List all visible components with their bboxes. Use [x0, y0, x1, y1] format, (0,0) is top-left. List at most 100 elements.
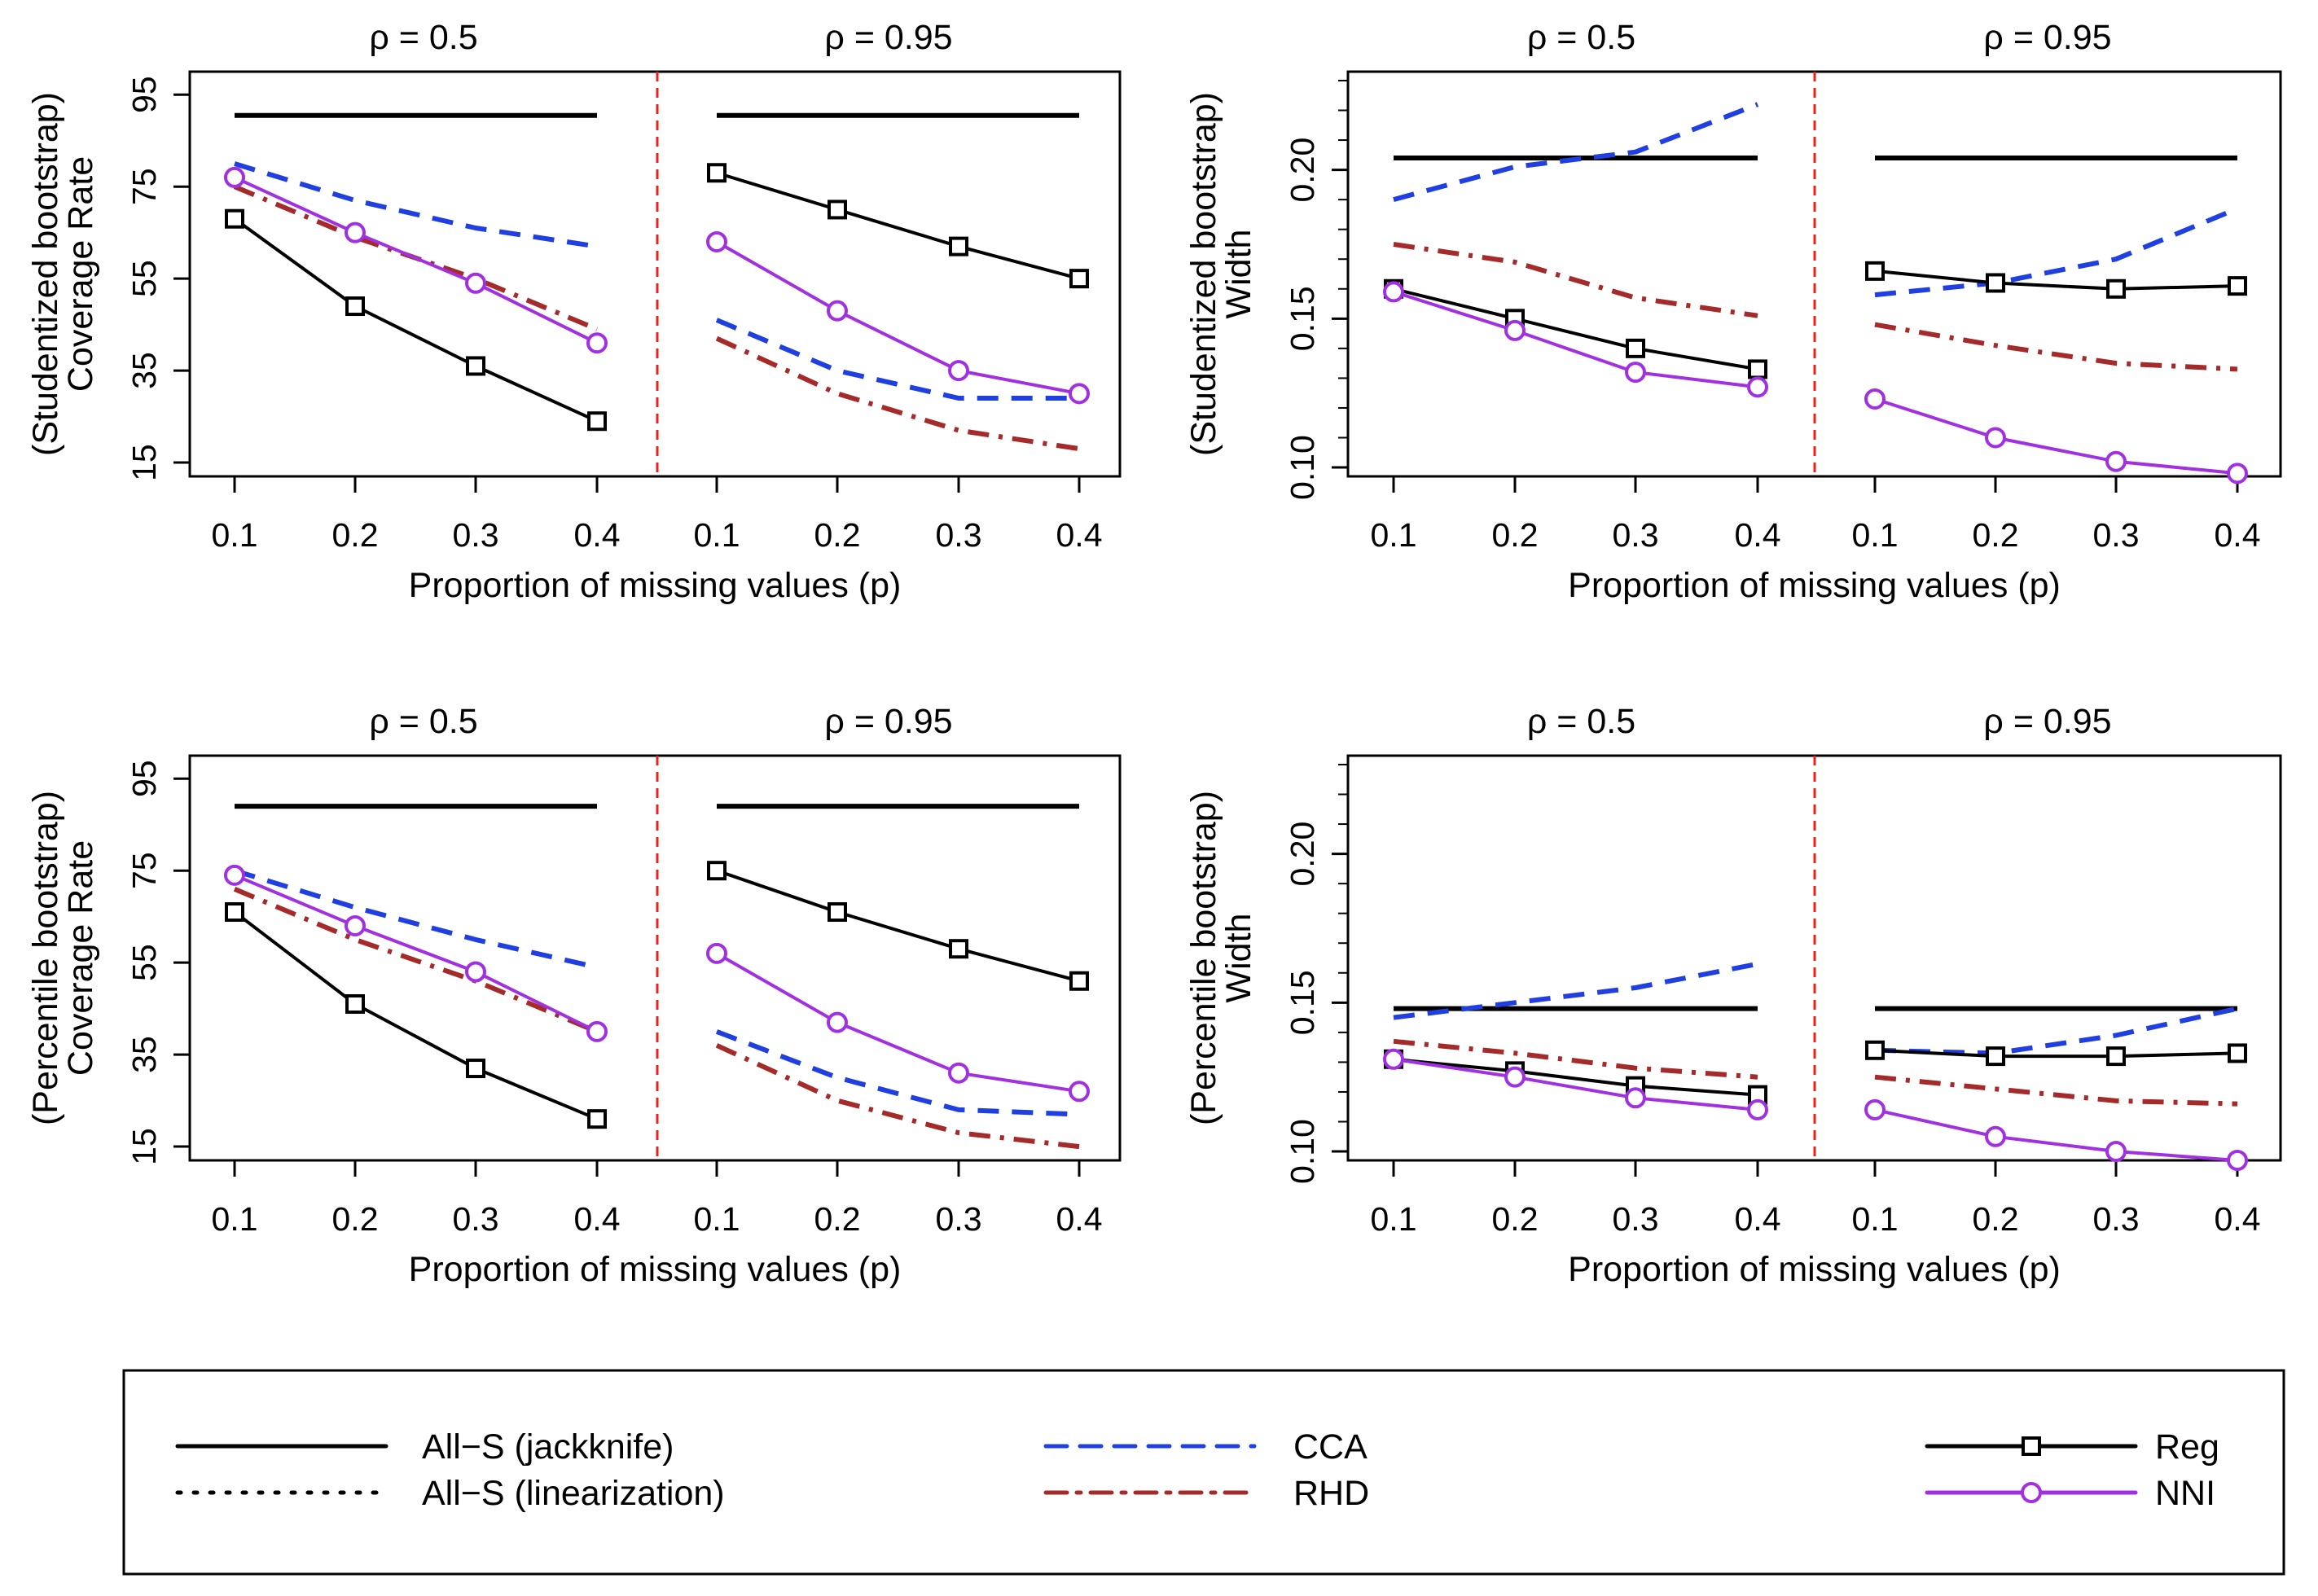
x-tick-label: 0.3 — [2093, 1200, 2140, 1238]
x-axis-title: Proportion of missing values (p) — [409, 566, 902, 605]
data-point-reg — [587, 1109, 607, 1129]
data-point-reg — [587, 411, 607, 432]
y-tick-label: 95 — [125, 760, 163, 797]
data-point-nni — [948, 1062, 969, 1084]
data-point-nni — [827, 300, 848, 322]
x-tick-label: 0.2 — [1492, 1200, 1539, 1238]
y-tick-label: 0.15 — [1284, 970, 1321, 1035]
data-point-reg — [2106, 278, 2126, 299]
series-line-reg — [233, 910, 598, 1121]
legend: All−S (jackknife) All−S (linearization) CC… — [122, 1369, 2285, 1576]
y-tick-label: 35 — [125, 1036, 163, 1073]
data-point-nni — [706, 230, 727, 252]
y-axis-title: (Studentized bootstrap) — [26, 92, 65, 456]
series-line-rhd — [1393, 242, 1758, 318]
data-point-nni — [706, 942, 727, 964]
y-tick-label: 95 — [125, 76, 163, 113]
series-line-rhd — [715, 335, 1080, 452]
series-line-reg — [1874, 1048, 2238, 1059]
data-point-reg — [1748, 359, 1767, 379]
legend-entry-0-label: All−S (jackknife) — [422, 1427, 674, 1467]
series-line-rhd — [233, 887, 599, 1034]
y-tick-label: 55 — [125, 944, 163, 981]
data-point-nni — [1069, 1081, 1090, 1103]
x-tick-label: 0.1 — [1371, 1200, 1417, 1238]
facet-header: ρ = 0.5 — [369, 18, 477, 57]
series-line-nni — [1393, 1057, 1758, 1112]
facet-header: ρ = 0.95 — [1983, 702, 2111, 741]
data-point-reg — [1069, 971, 1089, 991]
data-point-reg — [345, 993, 365, 1014]
data-point-reg — [466, 1059, 485, 1079]
x-axis-title: Proportion of missing values (p) — [1568, 566, 2061, 605]
x-tick-label: 0.3 — [936, 1200, 982, 1238]
facet-header: ρ = 0.95 — [1983, 18, 2111, 57]
data-point-reg — [707, 861, 727, 881]
data-point-nni — [586, 1020, 608, 1042]
x-tick-label: 0.1 — [1371, 516, 1417, 554]
y-axis-title: Coverage Rate — [61, 156, 100, 392]
legend-entry-4-label: Reg — [2155, 1427, 2219, 1467]
legend-entry-1-label: All−S (linearization) — [422, 1474, 725, 1513]
x-tick-label: 0.2 — [814, 1200, 861, 1238]
x-tick-label: 0.2 — [1973, 1200, 2019, 1238]
data-point-nni — [1069, 383, 1090, 405]
y-axis-title: (Percentile bootstrap) — [1184, 791, 1223, 1125]
data-point-reg — [707, 163, 727, 183]
x-tick-label: 0.4 — [2215, 1200, 2261, 1238]
y-tick-label: 0.10 — [1284, 1119, 1321, 1184]
series-line-cca — [1393, 102, 1759, 202]
data-point-nni — [2227, 463, 2248, 484]
x-tick-label: 0.4 — [574, 1200, 621, 1238]
data-point-nni — [1625, 362, 1646, 384]
x-tick-label: 0.2 — [1492, 516, 1539, 554]
data-point-reg — [466, 356, 485, 376]
legend-frame — [122, 1369, 2285, 1576]
series-line-cca — [715, 318, 1079, 401]
data-point-reg — [828, 200, 847, 220]
x-tick-label: 0.1 — [212, 516, 258, 554]
y-tick-label: 55 — [125, 260, 163, 297]
y-axis-title: Width — [1219, 230, 1258, 319]
chart-panel-top-right: ρ = 0.5 ρ = 0.95 0.10 0.15 0.20 0.1 0.2 0.3 0.4 0… — [1184, 18, 2282, 605]
legend-entry-2-label: CCA — [1293, 1427, 1368, 1467]
data-point-nni — [1504, 1066, 1526, 1088]
data-point-reg — [1986, 273, 2005, 293]
data-point-reg — [1626, 338, 1645, 358]
facet-header: ρ = 0.95 — [824, 18, 952, 57]
y-tick-label: 75 — [125, 168, 163, 205]
x-tick-label: 0.3 — [453, 1200, 499, 1238]
plot-frame — [188, 754, 1122, 1162]
data-point-nni — [345, 914, 366, 936]
series-line-nni — [234, 176, 598, 344]
data-point-nni — [1383, 1048, 1404, 1070]
series-line-nni — [1393, 290, 1758, 389]
x-tick-label: 0.2 — [332, 1200, 379, 1238]
series-line-cca — [1393, 961, 1758, 1020]
series-line-reg — [1393, 1057, 1758, 1097]
x-tick-label: 0.4 — [2215, 516, 2261, 554]
data-point-reg — [2106, 1046, 2126, 1067]
facet-header: ρ = 0.5 — [1527, 702, 1635, 741]
x-tick-label: 0.1 — [212, 1200, 258, 1238]
chart-panel-bottom-left: ρ = 0.5 ρ = 0.95 15 35 55 75 95 0.1 0.2 0.3 0.4 0.1… — [26, 702, 1122, 1289]
y-axis-title: Width — [1219, 914, 1258, 1003]
data-point-nni — [1504, 319, 1526, 341]
y-tick-label: 15 — [125, 1128, 163, 1165]
series-line-reg — [716, 171, 1080, 281]
data-point-nni — [224, 864, 245, 886]
data-point-reg — [949, 236, 968, 256]
legend-entry-5-label: NNI — [2155, 1474, 2215, 1513]
x-tick-label: 0.3 — [2093, 516, 2140, 554]
data-point-reg — [1986, 1046, 2005, 1067]
data-point-nni — [1747, 1098, 1768, 1120]
data-point-nni — [827, 1011, 848, 1033]
y-axis-title: (Percentile bootstrap) — [26, 791, 65, 1125]
data-point-nni — [1747, 376, 1768, 398]
data-point-reg — [225, 208, 244, 229]
data-point-nni — [2227, 1150, 2248, 1171]
data-point-reg — [2228, 1043, 2247, 1063]
data-point-nni — [1864, 1098, 1886, 1120]
